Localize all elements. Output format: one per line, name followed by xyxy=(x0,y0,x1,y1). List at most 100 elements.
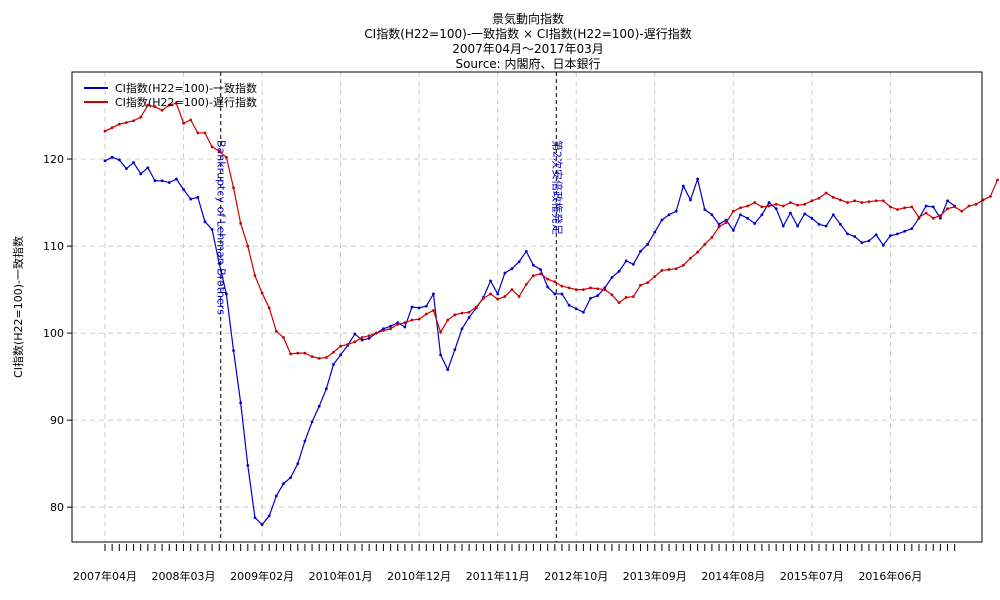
data-point xyxy=(224,292,228,296)
data-point xyxy=(524,249,528,253)
data-point xyxy=(410,318,414,322)
data-point xyxy=(946,207,949,211)
data-point xyxy=(781,204,785,208)
data-point xyxy=(924,204,928,208)
data-point xyxy=(560,292,564,296)
x-tick-label: 2012年10月 xyxy=(544,569,608,583)
data-point xyxy=(389,324,392,328)
data-point xyxy=(167,181,171,184)
data-point xyxy=(589,296,592,300)
data-point xyxy=(103,129,107,133)
data-point xyxy=(260,291,264,295)
chart-source: Source: 内閣府、日本銀行 xyxy=(455,56,600,71)
data-point xyxy=(524,282,528,286)
chart-subtitle: CI指数(H22=100)-一致指数 × CI指数(H22=100)-遅行指数 xyxy=(364,26,691,41)
x-tick-label: 2015年07月 xyxy=(780,569,844,583)
data-point xyxy=(332,363,335,366)
data-point xyxy=(132,161,135,164)
data-point xyxy=(610,276,614,279)
chart-period: 2007年04月～2017年03月 xyxy=(452,42,604,56)
data-point xyxy=(839,198,842,202)
data-point xyxy=(510,267,514,271)
data-point xyxy=(196,195,200,199)
data-point xyxy=(482,296,485,300)
data-point xyxy=(203,131,207,135)
data-point xyxy=(146,103,150,107)
data-point xyxy=(917,215,921,219)
data-point xyxy=(724,221,728,224)
data-point xyxy=(360,338,364,342)
data-point xyxy=(160,108,164,112)
data-point xyxy=(567,303,571,307)
data-point xyxy=(896,208,899,211)
data-point xyxy=(539,268,542,271)
data-point xyxy=(903,229,907,233)
data-point xyxy=(631,295,635,298)
data-point xyxy=(167,103,171,107)
data-point xyxy=(753,222,757,225)
data-point xyxy=(489,279,492,283)
data-point xyxy=(289,352,293,356)
data-point xyxy=(667,213,671,217)
data-point xyxy=(689,198,692,202)
data-point xyxy=(696,250,700,254)
data-point xyxy=(567,286,571,290)
data-point xyxy=(282,482,285,486)
data-point xyxy=(874,233,878,237)
data-point xyxy=(317,404,321,408)
data-point xyxy=(560,284,564,288)
data-point xyxy=(510,288,514,291)
data-point xyxy=(896,232,899,236)
legend-label: CI指数(H22=100)-一致指数 xyxy=(115,81,257,95)
data-point xyxy=(267,514,271,518)
data-point xyxy=(210,228,214,231)
annotations: Bankruptcy of Lehman Brothers 第2次安倍政権発足 xyxy=(215,72,564,542)
data-point xyxy=(110,126,114,130)
data-point xyxy=(353,332,357,336)
data-point xyxy=(624,259,628,263)
data-point xyxy=(253,274,257,278)
data-point xyxy=(796,224,799,228)
data-point xyxy=(460,311,464,315)
data-point xyxy=(631,262,635,266)
data-point xyxy=(689,256,692,260)
data-point xyxy=(789,211,792,215)
data-point xyxy=(589,286,592,290)
x-tick-label: 2013年09月 xyxy=(623,569,687,583)
data-point xyxy=(539,272,542,276)
data-point xyxy=(382,329,385,332)
data-point xyxy=(239,222,243,225)
x-tick-label: 2010年12月 xyxy=(387,569,451,583)
data-point xyxy=(931,205,935,209)
data-point xyxy=(938,216,942,220)
data-point xyxy=(746,216,749,220)
data-point xyxy=(774,202,778,206)
data-point xyxy=(717,222,721,226)
data-point xyxy=(410,305,414,309)
data-point xyxy=(731,209,735,213)
x-axis: 2007年04月 2008年03月 2009年02月 2010年01月 2010年12月… xyxy=(73,544,956,583)
data-point xyxy=(860,201,864,204)
data-point xyxy=(596,287,600,291)
data-point xyxy=(517,260,521,264)
y-tick-label: 120 xyxy=(43,153,64,166)
data-point xyxy=(646,281,650,285)
data-point xyxy=(217,262,221,265)
data-point xyxy=(789,201,792,204)
data-point xyxy=(367,336,371,340)
data-point xyxy=(796,203,799,207)
data-point xyxy=(831,195,835,199)
data-point xyxy=(360,336,364,339)
data-point xyxy=(196,131,200,135)
data-point xyxy=(467,316,471,319)
data-point xyxy=(453,313,457,317)
x-tick-label: 2009年02月 xyxy=(230,569,294,583)
data-point xyxy=(874,199,878,203)
data-point xyxy=(503,271,507,275)
data-point xyxy=(546,277,550,281)
data-point xyxy=(303,439,307,443)
data-point xyxy=(974,202,978,206)
y-axis: 80 90 100 110 120 xyxy=(43,153,72,514)
data-point xyxy=(581,288,585,291)
data-point xyxy=(931,216,935,220)
